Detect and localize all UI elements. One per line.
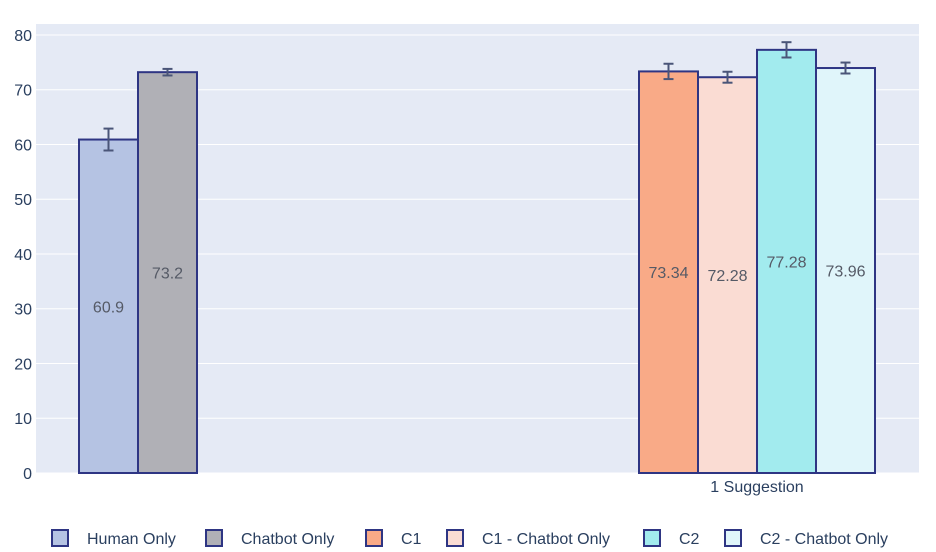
error-bar-c2 <box>781 41 792 59</box>
bar-human-only[interactable] <box>78 138 139 474</box>
y-tick-label-80: 80 <box>14 28 32 45</box>
data-label-c2: 77.28 <box>766 254 806 271</box>
data-label-chatbot-only: 73.2 <box>152 266 183 283</box>
y-tick-label-40: 40 <box>14 247 32 264</box>
legend-item-c2-chatbot-only[interactable]: C2 - Chatbot Only <box>724 529 888 548</box>
legend-item-c1[interactable]: C1 <box>365 529 422 548</box>
y-tick-label-30: 30 <box>14 302 32 319</box>
y-tick-label-70: 70 <box>14 83 32 100</box>
legend-label-c1: C1 <box>401 531 422 548</box>
y-tick-label-0: 0 <box>23 466 32 483</box>
error-bar-c1-chatbot-only <box>722 70 733 84</box>
x-category-label: 1 Suggestion <box>710 479 803 496</box>
x-axis-categories: 1 Suggestion <box>710 479 803 496</box>
legend-swatch-chatbot-only <box>205 529 223 547</box>
y-axis-ticks: 0 10 20 30 40 50 60 70 80 <box>14 28 32 483</box>
y-tick-label-20: 20 <box>14 356 32 373</box>
y-tick-label-10: 10 <box>14 411 32 428</box>
legend-label-chatbot-only: Chatbot Only <box>241 531 334 548</box>
legend-label-c2-chatbot-only: C2 - Chatbot Only <box>760 531 888 548</box>
bars <box>78 48 876 475</box>
error-bar-c2-chatbot-only <box>840 61 851 75</box>
bar-c2[interactable] <box>756 48 817 474</box>
y-tick-label-60: 60 <box>14 137 32 154</box>
legend-label-human-only: Human Only <box>87 531 176 548</box>
legend-item-human-only[interactable]: Human Only <box>51 529 176 548</box>
data-label-human-only: 60.9 <box>93 299 124 316</box>
legend-swatch-c1-chatbot-only <box>446 529 464 547</box>
error-bars <box>103 41 851 152</box>
error-bar-c1 <box>663 62 674 81</box>
bar-c2-chatbot-only[interactable] <box>815 67 876 475</box>
y-tick-label-50: 50 <box>14 192 32 209</box>
data-label-c1: 73.34 <box>648 265 688 282</box>
legend-item-chatbot-only[interactable]: Chatbot Only <box>205 529 334 548</box>
legend-swatch-c2 <box>643 529 661 547</box>
legend-label-c2: C2 <box>679 531 700 548</box>
data-label-c1-chatbot-only: 72.28 <box>707 268 747 285</box>
error-bar-human-only <box>103 127 114 152</box>
legend[interactable]: Human Only Chatbot Only C1 C1 - Chatbot Onl… <box>51 529 888 548</box>
error-bar-chatbot-only <box>162 67 173 77</box>
legend-item-c1-chatbot-only[interactable]: C1 - Chatbot Only <box>446 529 610 548</box>
legend-swatch-c2-chatbot-only <box>724 529 742 547</box>
legend-swatch-c1 <box>365 529 383 547</box>
data-labels: 60.9 73.2 73.34 72.28 77.28 73.96 <box>93 254 866 316</box>
legend-label-c1-chatbot-only: C1 - Chatbot Only <box>482 531 610 548</box>
legend-swatch-human-only <box>51 529 69 547</box>
legend-item-c2[interactable]: C2 <box>643 529 700 548</box>
data-label-c2-chatbot-only: 73.96 <box>825 264 865 281</box>
